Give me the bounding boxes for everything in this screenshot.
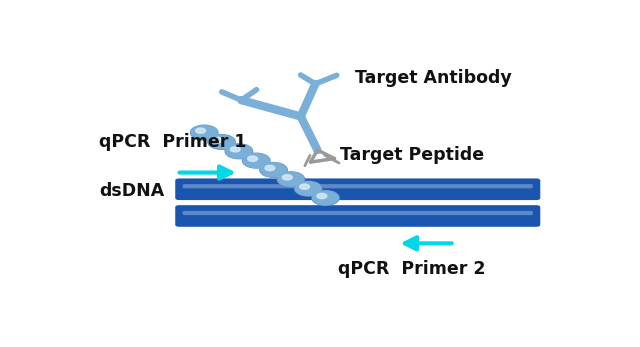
Circle shape xyxy=(225,144,253,159)
Circle shape xyxy=(213,137,223,143)
Circle shape xyxy=(278,172,304,186)
Circle shape xyxy=(248,156,257,161)
FancyBboxPatch shape xyxy=(175,205,540,227)
Circle shape xyxy=(295,182,321,196)
FancyBboxPatch shape xyxy=(182,184,533,188)
Circle shape xyxy=(243,153,270,168)
Circle shape xyxy=(196,128,205,133)
Circle shape xyxy=(226,144,252,158)
Circle shape xyxy=(282,175,292,180)
Circle shape xyxy=(312,191,339,205)
Text: dsDNA: dsDNA xyxy=(99,182,164,200)
FancyBboxPatch shape xyxy=(182,211,533,215)
Circle shape xyxy=(260,163,287,177)
FancyBboxPatch shape xyxy=(175,178,540,200)
Circle shape xyxy=(277,172,305,187)
Circle shape xyxy=(294,181,322,196)
Circle shape xyxy=(312,191,339,205)
Circle shape xyxy=(243,154,269,168)
Circle shape xyxy=(191,125,218,140)
Circle shape xyxy=(191,126,217,139)
Text: qPCR  Primer 2: qPCR Primer 2 xyxy=(338,260,485,278)
Circle shape xyxy=(300,184,310,189)
Circle shape xyxy=(260,163,287,177)
Circle shape xyxy=(265,166,275,171)
Circle shape xyxy=(317,193,327,198)
Circle shape xyxy=(208,135,236,149)
Text: Target Antibody: Target Antibody xyxy=(355,69,512,87)
Circle shape xyxy=(230,147,240,152)
Text: Target Peptide: Target Peptide xyxy=(340,146,484,164)
Circle shape xyxy=(209,135,234,149)
Text: qPCR  Primer 1: qPCR Primer 1 xyxy=(99,133,246,151)
